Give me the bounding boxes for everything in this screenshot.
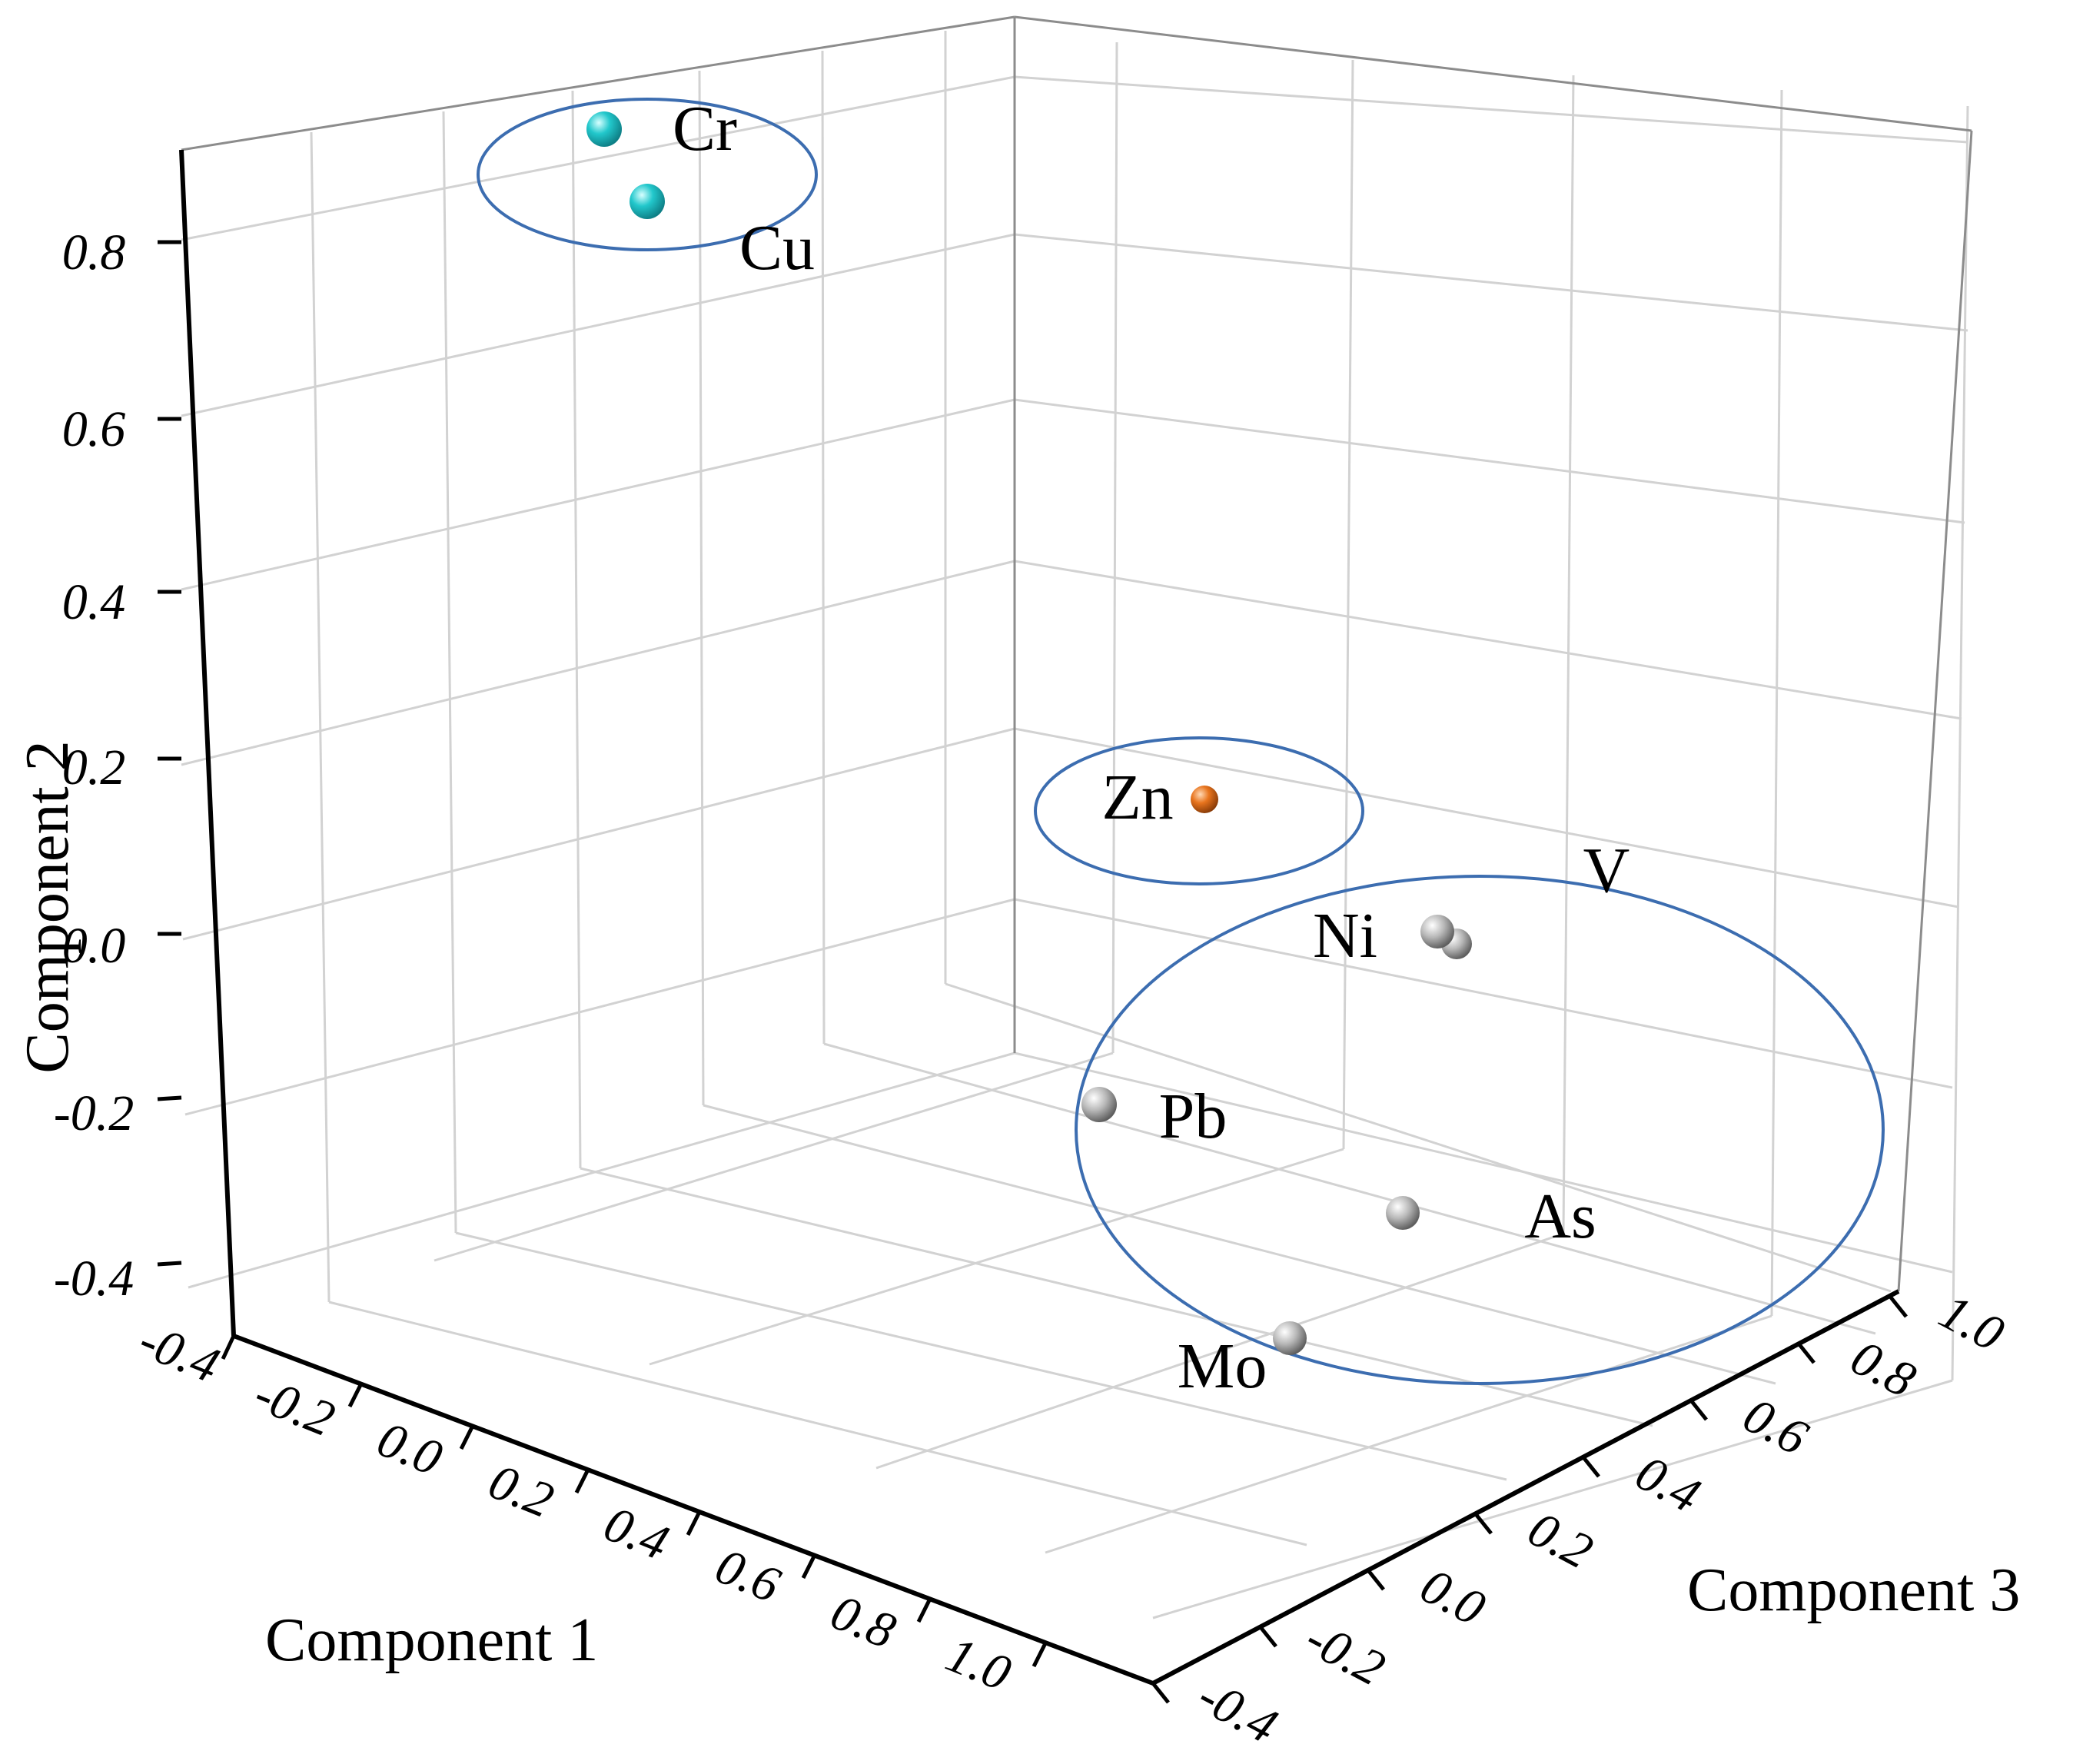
x-tick-label: 1.0	[939, 1626, 1018, 1703]
y-axis-tick-labels: -0.4 -0.2 0.0 0.2 0.4 0.6 0.8	[54, 224, 134, 1307]
z-axis-title: Component 3	[1687, 1556, 2020, 1624]
x-tick-label: 0.8	[823, 1584, 903, 1660]
y-tick-label: 0.8	[62, 224, 126, 281]
z-tick-label: 0.2	[1520, 1500, 1602, 1580]
box-edges	[181, 15, 1973, 1292]
x-axis-title: Component 1	[265, 1606, 598, 1674]
point-label-ni: Ni	[1313, 900, 1377, 972]
data-points	[586, 111, 1472, 1355]
x-tick-label: 0.0	[370, 1411, 450, 1487]
point-label-mo: Mo	[1178, 1330, 1267, 1402]
data-point-cu	[630, 184, 665, 219]
point-label-cr: Cr	[673, 93, 737, 164]
z-axis-tick-labels: -0.4-0.20.00.20.40.60.81.0	[1189, 1283, 2013, 1754]
z-tick-label: 1.0	[1931, 1283, 2013, 1362]
cluster-outline-zn	[1034, 736, 1364, 885]
point-label-v: V	[1583, 835, 1630, 906]
z-tick-label: 0.6	[1735, 1387, 1817, 1466]
point-label-zn: Zn	[1101, 762, 1173, 833]
x-tick-label: 0.4	[596, 1496, 676, 1572]
cluster-outline-cr-cu	[477, 98, 818, 251]
x-tick-label: 0.2	[481, 1453, 561, 1530]
grid-lines	[181, 31, 1969, 1619]
point-label-cu: Cu	[739, 212, 815, 284]
y-axis-title: Component 2	[14, 740, 81, 1073]
y-tick-label: 0.2	[62, 739, 126, 796]
y-tick-label: -0.2	[54, 1085, 134, 1141]
x-tick-label: 0.6	[708, 1538, 788, 1614]
y-tick-label: -0.4	[54, 1251, 134, 1307]
x-axis-line	[232, 1334, 1154, 1686]
y-tick-label: 0.4	[62, 574, 126, 630]
data-point-zn	[1191, 786, 1218, 813]
z-tick-label: 0.8	[1842, 1329, 1925, 1408]
cluster-outlines	[477, 98, 1885, 1385]
axis-ticks	[157, 240, 1908, 1704]
y-axis-line	[179, 149, 236, 1337]
x-tick-label: -0.2	[247, 1366, 342, 1448]
data-point-ni	[1420, 915, 1454, 948]
data-point-as	[1386, 1196, 1420, 1230]
data-point-mo	[1273, 1321, 1307, 1355]
z-tick-label: -0.4	[1189, 1667, 1287, 1755]
cluster-outline-gray	[1075, 875, 1885, 1385]
y-tick-label: 0.0	[62, 918, 126, 974]
point-label-pb: Pb	[1159, 1081, 1228, 1152]
z-tick-label: -0.2	[1297, 1610, 1394, 1697]
point-label-as: As	[1524, 1181, 1596, 1252]
z-axis-line	[1151, 1289, 1900, 1686]
z-tick-label: 0.0	[1412, 1557, 1494, 1636]
axes	[179, 149, 1900, 1686]
y-tick-label: 0.6	[62, 401, 126, 457]
data-point-pb	[1081, 1087, 1117, 1122]
x-tick-label: -0.4	[131, 1312, 227, 1394]
data-point-cr	[586, 111, 622, 147]
